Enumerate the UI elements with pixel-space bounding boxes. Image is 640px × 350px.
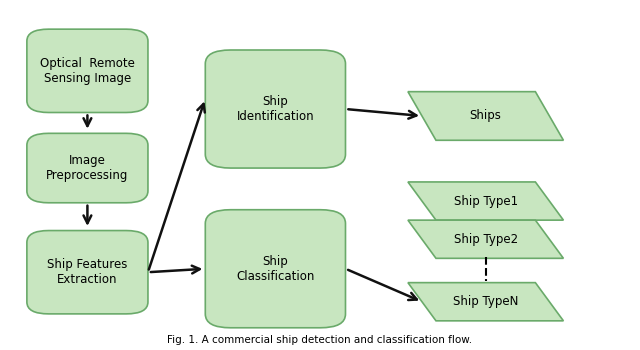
Text: Ship Type2: Ship Type2 — [454, 233, 518, 246]
FancyBboxPatch shape — [27, 231, 148, 314]
Text: Ships: Ships — [470, 110, 502, 122]
FancyBboxPatch shape — [27, 29, 148, 112]
Polygon shape — [408, 182, 563, 220]
Text: Ship
Identification: Ship Identification — [237, 95, 314, 123]
FancyBboxPatch shape — [205, 50, 346, 168]
Polygon shape — [408, 283, 563, 321]
Polygon shape — [408, 92, 563, 140]
Polygon shape — [408, 220, 563, 258]
Text: Image
Preprocessing: Image Preprocessing — [46, 154, 129, 182]
Text: Optical  Remote
Sensing Image: Optical Remote Sensing Image — [40, 57, 135, 85]
FancyBboxPatch shape — [205, 210, 346, 328]
Text: Fig. 1. A commercial ship detection and classification flow.: Fig. 1. A commercial ship detection and … — [168, 335, 472, 345]
Text: Ship TypeN: Ship TypeN — [453, 295, 518, 308]
Text: Ship Features
Extraction: Ship Features Extraction — [47, 258, 127, 286]
FancyBboxPatch shape — [27, 133, 148, 203]
Text: Ship
Classification: Ship Classification — [236, 255, 315, 283]
Text: Ship Type1: Ship Type1 — [454, 195, 518, 208]
